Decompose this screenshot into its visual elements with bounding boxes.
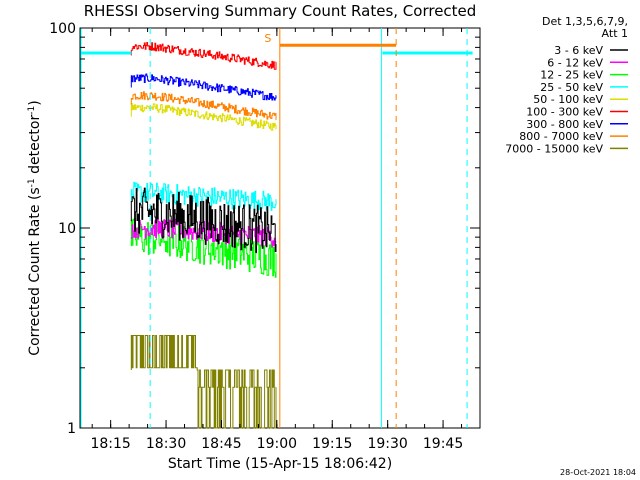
- x-tick-label: 19:45: [423, 436, 463, 452]
- legend-label-2: 6 - 12 keV: [547, 56, 603, 69]
- x-tick-label: 18:15: [90, 436, 130, 452]
- legend-label-8: 800 - 7000 keV: [519, 130, 603, 143]
- y-tick-label: 100: [49, 21, 76, 37]
- saa-label: S: [264, 32, 271, 45]
- legend-label-6: 100 - 300 keV: [526, 106, 603, 119]
- series-line-1: [130, 187, 277, 253]
- series-line-7: [130, 73, 277, 101]
- series-line-4: [130, 181, 277, 212]
- data-layer: [130, 42, 277, 429]
- footer-date: 28-Oct-2021 18:04: [560, 468, 636, 477]
- y-axis-label: Corrected Count Rate (s-1 detector-1): [27, 100, 43, 355]
- legend-label-1: 3 - 6 keV: [554, 44, 603, 57]
- x-tick-label: 18:30: [146, 436, 186, 452]
- y-axis-label-sup1: -1: [27, 178, 37, 187]
- series-line-3: [130, 218, 277, 278]
- chart-title: RHESSI Observing Summary Count Rates, Co…: [84, 2, 477, 20]
- legend-header-2: Att 1: [602, 27, 628, 40]
- legend-label-7: 300 - 800 keV: [526, 118, 603, 131]
- marker-layer: S: [80, 28, 473, 428]
- legend-label-4: 25 - 50 keV: [540, 81, 603, 94]
- y-tick-label: 1: [67, 421, 76, 437]
- series-line-5: [130, 103, 277, 131]
- y-axis-label-sup2: -1: [27, 106, 37, 115]
- axis-layer: 18:15 18:30 18:45 19:00 19:15 19:30 19:45 1 10 10…: [49, 21, 481, 452]
- legend-header-1: Det 1,3,5,6,7,9,: [542, 15, 628, 28]
- x-tick-label: 19:00: [257, 436, 297, 452]
- y-tick-label: 10: [58, 221, 76, 237]
- x-tick-label: 18:45: [201, 436, 241, 452]
- x-axis-label: Start Time (15-Apr-15 18:06:42): [168, 456, 392, 472]
- series-line-6: [130, 42, 277, 70]
- series-line-9: [130, 335, 277, 429]
- series-line-8: [130, 91, 277, 121]
- x-tick-label: 19:30: [367, 436, 407, 452]
- y-axis-label-end: ): [27, 100, 43, 105]
- y-axis-label-mid: detector: [27, 115, 43, 179]
- legend-label-3: 12 - 25 keV: [540, 69, 603, 82]
- y-axis-label-main: Corrected Count Rate (s: [27, 187, 43, 355]
- legend-label-5: 50 - 100 keV: [533, 93, 603, 106]
- x-tick-label: 19:15: [312, 436, 352, 452]
- legend-label-9: 7000 - 15000 keV: [505, 142, 603, 155]
